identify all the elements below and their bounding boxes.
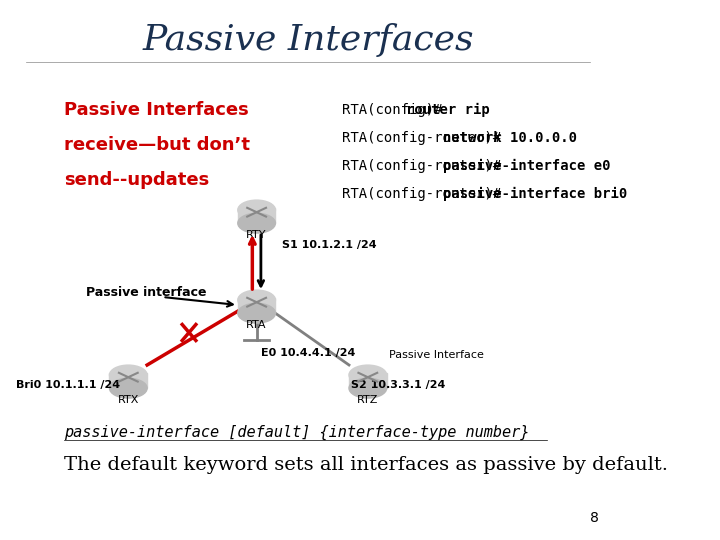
Text: E0 10.4.4.1 /24: E0 10.4.4.1 /24 [261, 348, 355, 358]
Text: passive-interface bri0: passive-interface bri0 [443, 187, 627, 201]
Ellipse shape [238, 290, 276, 310]
Text: Passive Interfaces: Passive Interfaces [64, 101, 249, 119]
Ellipse shape [109, 379, 147, 398]
Text: RTA(config-router)#: RTA(config-router)# [342, 159, 501, 173]
Text: Bri0 10.1.1.1 /24: Bri0 10.1.1.1 /24 [16, 380, 120, 390]
Bar [109, 373, 147, 388]
Text: RTA(config-router)#: RTA(config-router)# [342, 187, 501, 201]
Bar [238, 208, 276, 223]
Text: Passive Interfaces: Passive Interfaces [142, 23, 474, 57]
Text: RTA(config-router)#: RTA(config-router)# [342, 131, 501, 145]
Text: RTX: RTX [117, 395, 139, 405]
Ellipse shape [349, 365, 387, 385]
Text: passive-interface e0: passive-interface e0 [443, 159, 611, 173]
Ellipse shape [109, 365, 147, 385]
Ellipse shape [349, 379, 387, 398]
Text: S1 10.1.2.1 /24: S1 10.1.2.1 /24 [282, 240, 377, 250]
Text: receive—but don’t: receive—but don’t [64, 136, 250, 154]
Text: RTA: RTA [246, 320, 267, 330]
Text: RTY: RTY [246, 230, 267, 240]
Text: network 10.0.0.0: network 10.0.0.0 [443, 131, 577, 145]
Text: passive-interface [default] {interface-type number}: passive-interface [default] {interface-t… [64, 424, 529, 440]
Bar [349, 373, 387, 388]
Text: RTZ: RTZ [357, 395, 379, 405]
Text: The default keyword sets all interfaces as passive by default.: The default keyword sets all interfaces … [64, 456, 668, 474]
Text: Passive interface: Passive interface [86, 286, 206, 299]
Ellipse shape [238, 200, 276, 220]
Ellipse shape [238, 303, 276, 323]
Bar [238, 298, 276, 313]
Text: RTA(config)#: RTA(config)# [342, 103, 443, 117]
Text: Passive Interface: Passive Interface [390, 350, 484, 360]
Text: send--updates: send--updates [64, 171, 210, 189]
Text: S2 10.3.3.1 /24: S2 10.3.3.1 /24 [351, 380, 445, 390]
Text: router rip: router rip [406, 103, 490, 117]
Ellipse shape [238, 213, 276, 233]
Text: 8: 8 [590, 511, 599, 525]
